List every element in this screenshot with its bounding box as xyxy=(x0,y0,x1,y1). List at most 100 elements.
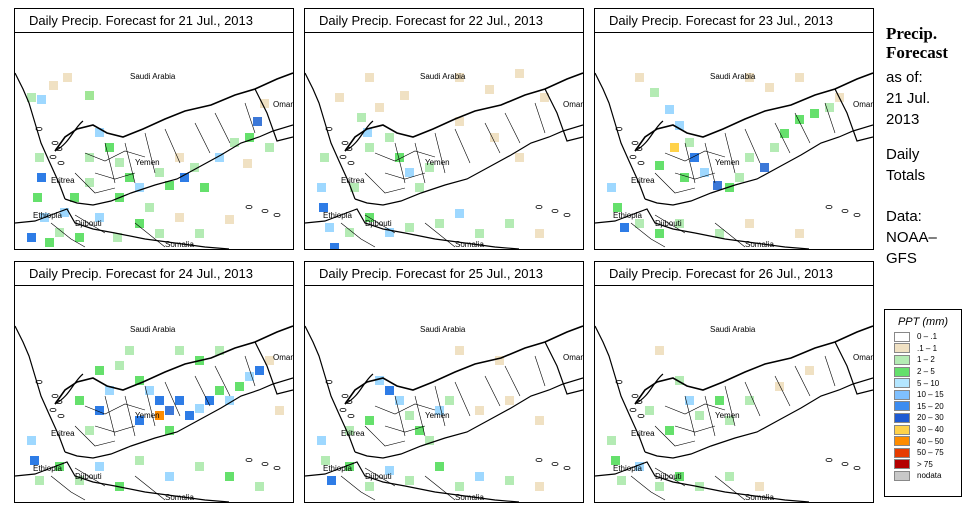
legend-swatch xyxy=(894,389,910,400)
governorate-line xyxy=(244,355,256,387)
label-saudi: Saudi Arabia xyxy=(420,72,466,81)
rain-cell xyxy=(135,376,144,385)
red-sea-coast xyxy=(305,325,356,453)
africa-coast xyxy=(305,461,520,502)
legend-swatch xyxy=(894,447,910,458)
rain-cell xyxy=(611,456,620,465)
governorate-line xyxy=(244,102,256,134)
saudi-border xyxy=(54,373,84,405)
governorate-line xyxy=(84,403,146,415)
rain-cell xyxy=(363,128,372,137)
rain-cell xyxy=(135,456,144,465)
legend-label: 30 – 40 xyxy=(917,425,944,435)
legend-swatch xyxy=(894,412,910,423)
africa-coast xyxy=(305,208,520,249)
island xyxy=(347,160,355,165)
oman-border xyxy=(834,341,873,395)
rain-cell xyxy=(635,73,644,82)
rain-cell xyxy=(455,482,464,491)
saudi-border xyxy=(344,373,374,405)
governorate-line xyxy=(674,425,716,433)
label-somalia: Somalia xyxy=(455,493,484,502)
rain-cell xyxy=(245,133,254,142)
as-of-date-line2: 2013 xyxy=(886,111,920,128)
island xyxy=(637,413,645,418)
governorate-line xyxy=(374,150,436,162)
rain-cell xyxy=(275,406,284,415)
saudi-border xyxy=(634,373,664,405)
rain-cell xyxy=(27,93,36,102)
rain-cell xyxy=(320,153,329,162)
oman-border xyxy=(544,341,583,395)
rain-cell xyxy=(745,219,754,228)
label-yemen: Yemen xyxy=(425,411,450,420)
rain-cell xyxy=(385,133,394,142)
forecast-heading-line2: Forecast xyxy=(886,43,948,62)
data-source-line2: NOAA– xyxy=(886,229,937,246)
island xyxy=(615,380,623,385)
forecast-map: Saudi Arabia Oman Yemen Eritrea Ethiopia Djib… xyxy=(305,325,583,502)
rain-cell xyxy=(195,404,204,413)
rain-cell xyxy=(770,143,779,152)
forecast-panel-6: Daily Precip. Forecast for 26 Jul., 2013… xyxy=(594,261,874,503)
rain-cell xyxy=(215,153,224,162)
island xyxy=(825,204,833,209)
rain-cell xyxy=(125,346,134,355)
rain-cell xyxy=(725,416,734,425)
rain-cell xyxy=(55,228,64,237)
legend-label: 20 – 30 xyxy=(917,413,944,423)
governorate-line xyxy=(364,214,396,234)
legend-label: nodata xyxy=(917,471,942,481)
rain-cell xyxy=(735,173,744,182)
rain-cell xyxy=(455,117,464,126)
legend-item: nodata xyxy=(885,470,961,482)
island xyxy=(245,204,253,209)
governorate-line xyxy=(84,150,146,162)
label-saudi: Saudi Arabia xyxy=(130,72,176,81)
governorate-line xyxy=(824,355,836,387)
rain-cell xyxy=(700,168,709,177)
rain-cell xyxy=(607,436,616,445)
rain-cell xyxy=(535,416,544,425)
governorate-line xyxy=(704,395,716,437)
rain-cell xyxy=(755,482,764,491)
rain-cell xyxy=(95,406,104,415)
governorate-line xyxy=(394,142,406,184)
africa-coast xyxy=(595,461,810,502)
rain-cell xyxy=(175,213,184,222)
rain-cell xyxy=(475,472,484,481)
saudi-border xyxy=(634,120,664,152)
legend-item: 1 – 2 xyxy=(885,354,961,366)
rain-cell xyxy=(725,183,734,192)
panel-title: Daily Precip. Forecast for 25 Jul., 2013 xyxy=(305,262,583,286)
oman-border xyxy=(254,88,293,142)
island xyxy=(535,457,543,462)
rain-cell xyxy=(405,411,414,420)
rain-cell xyxy=(37,173,46,182)
label-ethiopia: Ethiopia xyxy=(33,211,62,220)
rain-cell xyxy=(655,229,664,238)
legend-label: 5 – 10 xyxy=(917,378,940,388)
rain-cell xyxy=(665,105,674,114)
legend-item: 15 – 20 xyxy=(885,401,961,413)
rain-cell xyxy=(385,386,394,395)
rain-cell xyxy=(515,69,524,78)
rain-cell xyxy=(540,93,549,102)
rain-cell xyxy=(715,229,724,238)
yemen-border xyxy=(344,325,583,405)
rain-cell xyxy=(365,482,374,491)
rain-cell xyxy=(365,143,374,152)
yemen-coast xyxy=(64,124,293,206)
legend-swatch xyxy=(894,354,910,365)
legend-item: 20 – 30 xyxy=(885,412,961,424)
rain-cell xyxy=(195,462,204,471)
rain-cell xyxy=(685,396,694,405)
rain-cell xyxy=(317,183,326,192)
governorate-line xyxy=(134,475,166,501)
rain-cell xyxy=(745,396,754,405)
rain-cell xyxy=(455,209,464,218)
rain-cell xyxy=(230,138,239,147)
label-djibouti: Djibouti xyxy=(75,219,102,228)
label-ethiopia: Ethiopia xyxy=(323,464,352,473)
governorate-line xyxy=(384,425,426,433)
